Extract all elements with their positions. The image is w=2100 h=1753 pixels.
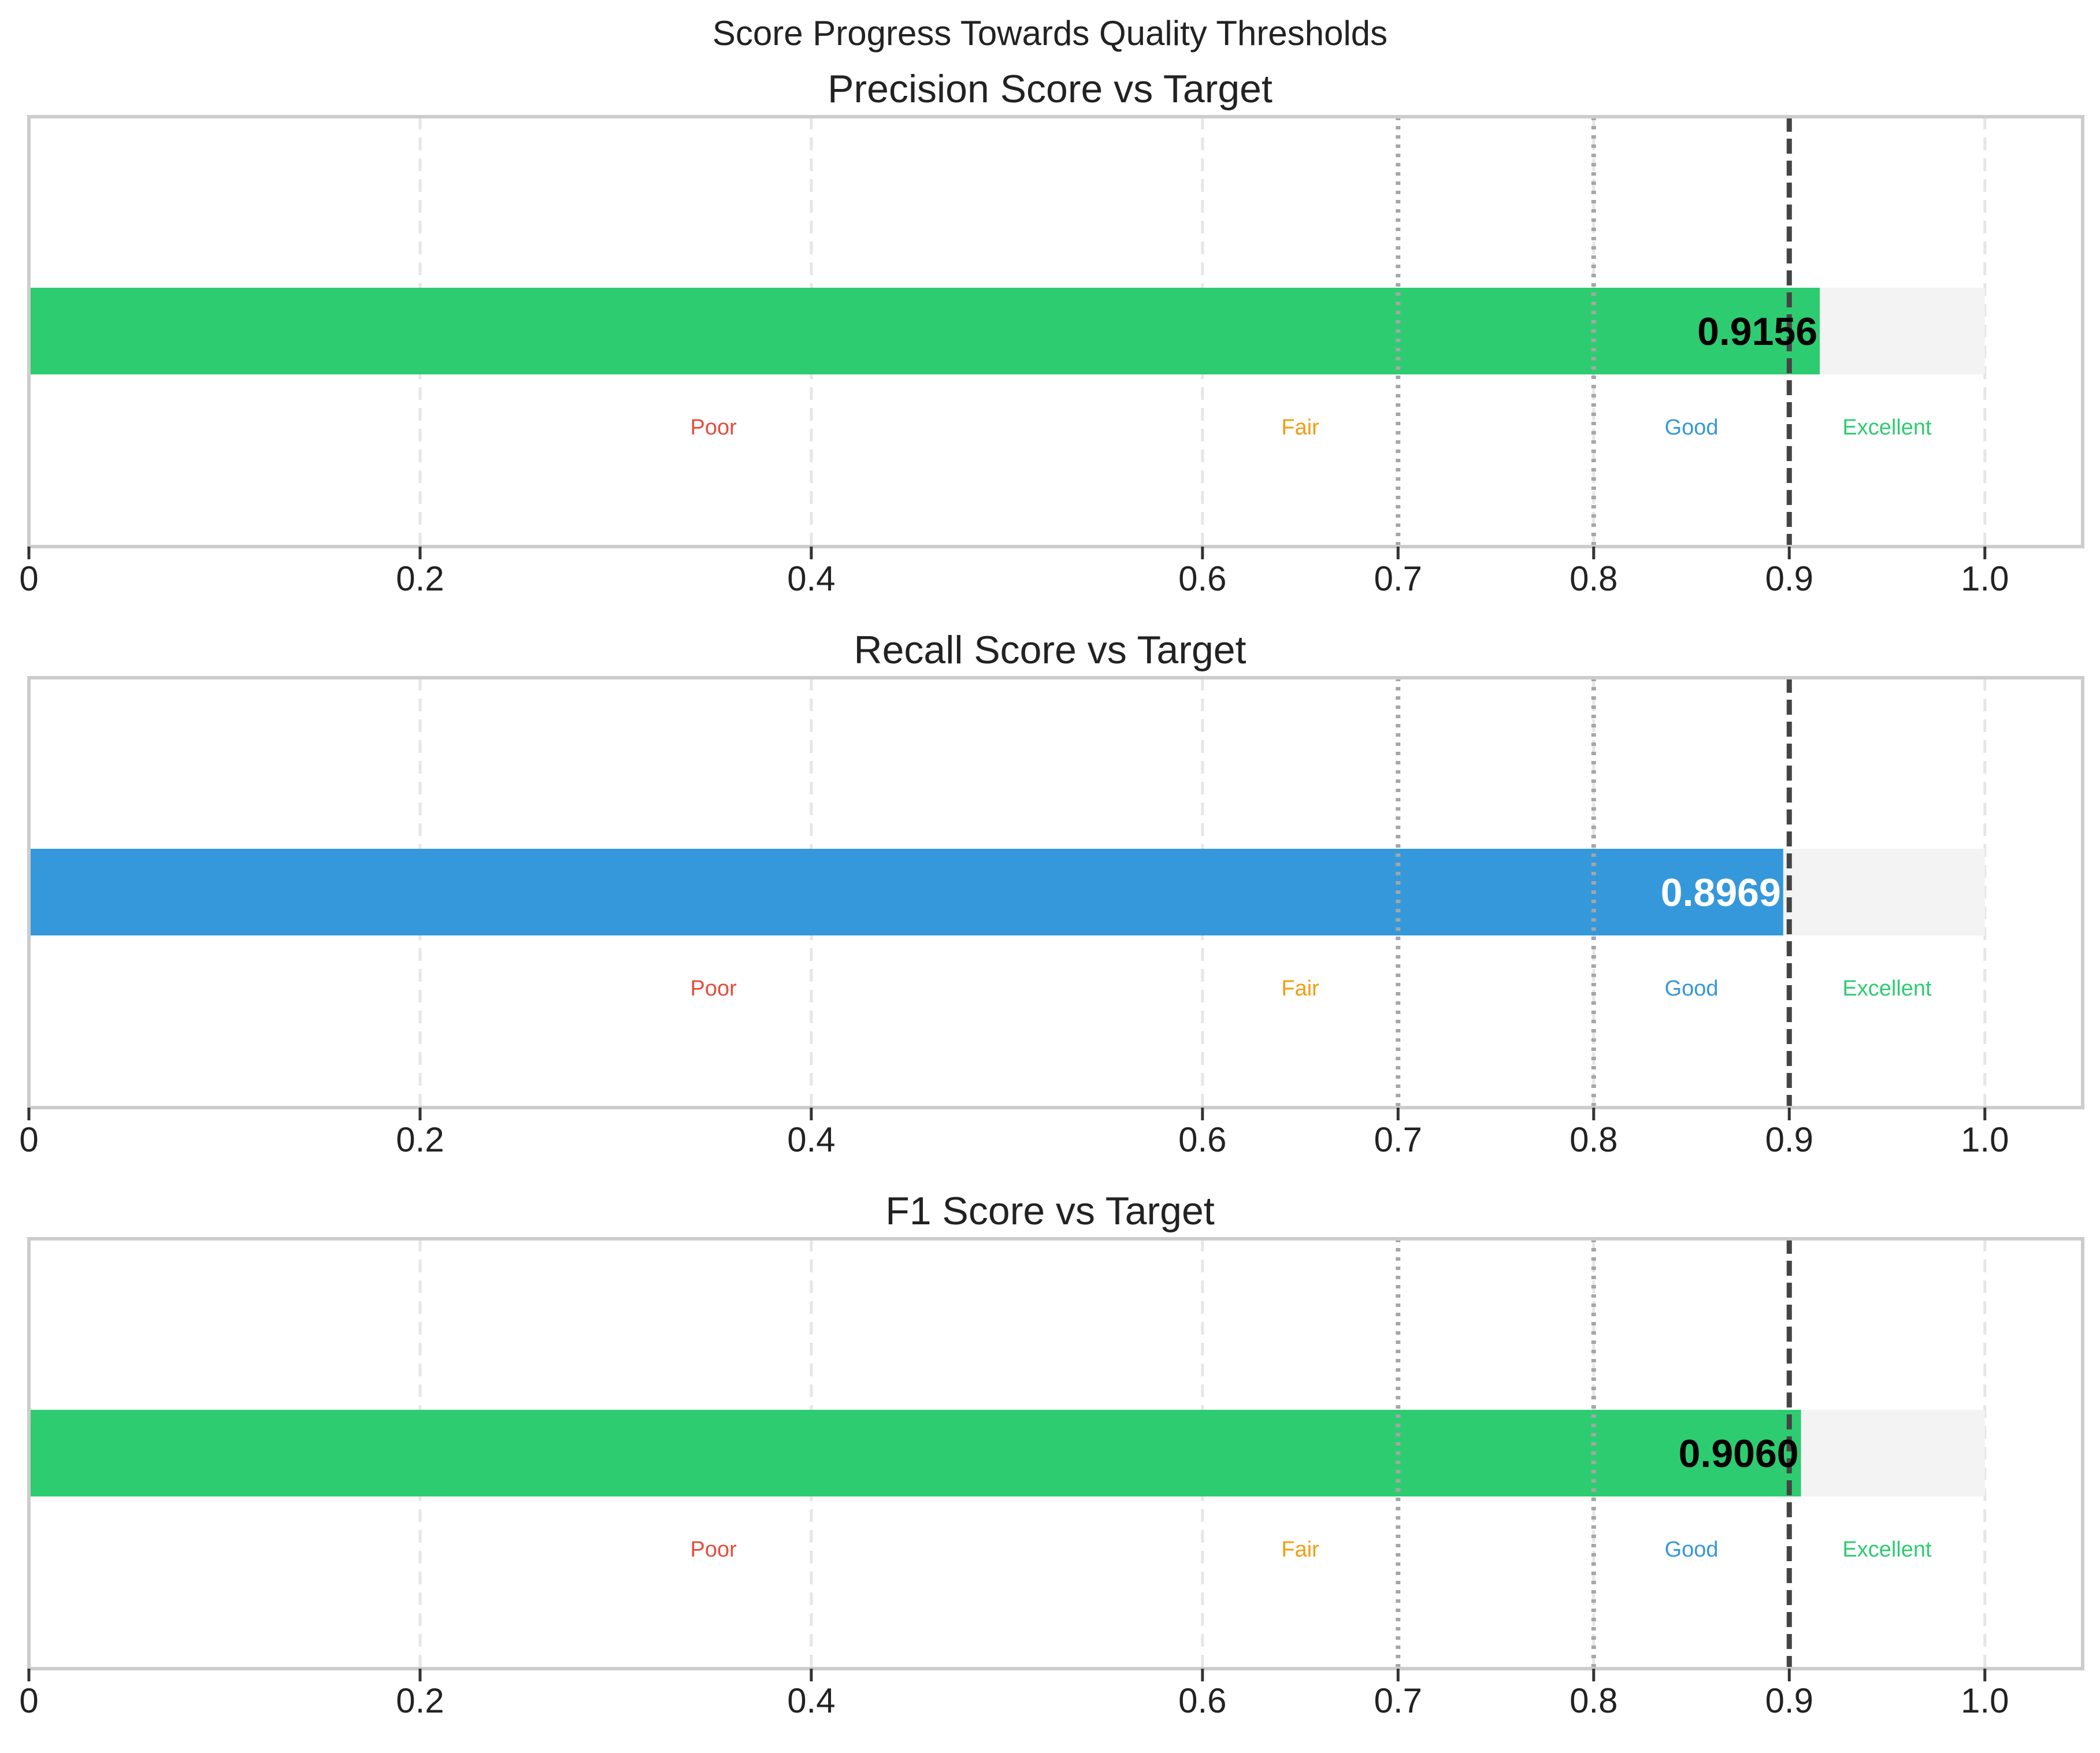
precision-zone-label-good: Good bbox=[1665, 415, 1719, 440]
f1-x-tick-label-3: 0.6 bbox=[1178, 1681, 1226, 1720]
f1-panel: F1 Score vs Target 0.9060 Poor Fair Good Exc… bbox=[0, 1186, 2100, 1747]
recall-axes-frame bbox=[27, 676, 2084, 1109]
recall-x-tick-label-1: 0.2 bbox=[396, 1120, 444, 1159]
precision-x-tick-label-7: 1.0 bbox=[1961, 559, 2009, 598]
recall-zone-label-good: Good bbox=[1665, 976, 1719, 1001]
recall-chart: 0.8969 Poor Fair Good Excellent 0 0.2 0.4 0.6 0.7… bbox=[19, 676, 2084, 1159]
f1-axes-frame bbox=[27, 1237, 2084, 1670]
f1-x-tick-label-0: 0 bbox=[19, 1681, 38, 1720]
recall-value-bar bbox=[29, 849, 1783, 935]
figure-title: Score Progress Towards Quality Threshold… bbox=[712, 14, 1388, 53]
recall-zone-label-fair: Fair bbox=[1281, 976, 1319, 1001]
f1-chart: 0.9060 Poor Fair Good Excellent 0 0.2 0.4 0.6 0.7… bbox=[19, 1237, 2084, 1720]
f1-x-tick-label-4: 0.7 bbox=[1374, 1681, 1422, 1720]
precision-x-tick-label-4: 0.7 bbox=[1374, 559, 1422, 598]
f1-zone-label-good: Good bbox=[1665, 1537, 1719, 1562]
precision-x-tick-label-1: 0.2 bbox=[396, 559, 444, 598]
precision-zone-label-excellent: Excellent bbox=[1842, 415, 1932, 440]
recall-x-tick-label-0: 0 bbox=[19, 1120, 38, 1159]
precision-chart: 0.9156 Poor Fair Good Excellent 0 0.2 0.4 0.6 0.7… bbox=[19, 115, 2084, 598]
f1-x-tick-label-2: 0.4 bbox=[787, 1681, 835, 1720]
recall-value-label: 0.8969 bbox=[1661, 871, 1781, 915]
f1-zone-label-fair: Fair bbox=[1281, 1537, 1319, 1562]
recall-x-tick-label-7: 1.0 bbox=[1961, 1120, 2009, 1159]
precision-value-bar bbox=[29, 288, 1820, 374]
precision-x-tick-label-5: 0.8 bbox=[1570, 559, 1617, 598]
recall-panel: Recall Score vs Target 0.8969 Poor Fair Goo… bbox=[0, 625, 2100, 1186]
precision-zone-label-poor: Poor bbox=[691, 415, 737, 440]
precision-x-tick-label-2: 0.4 bbox=[787, 559, 835, 598]
f1-x-tick-label-6: 0.9 bbox=[1765, 1681, 1813, 1720]
precision-panel-title: Precision Score vs Target bbox=[828, 67, 1272, 111]
f1-value-label: 0.9060 bbox=[1679, 1432, 1799, 1476]
recall-x-tick-label-3: 0.6 bbox=[1178, 1120, 1226, 1159]
precision-x-tick-label-6: 0.9 bbox=[1765, 559, 1813, 598]
f1-x-tick-label-1: 0.2 bbox=[396, 1681, 444, 1720]
recall-x-tick-label-4: 0.7 bbox=[1374, 1120, 1422, 1159]
f1-x-tick-label-5: 0.8 bbox=[1570, 1681, 1617, 1720]
f1-zone-label-poor: Poor bbox=[691, 1537, 737, 1562]
precision-x-tick-label-0: 0 bbox=[19, 559, 38, 598]
precision-axes-frame bbox=[27, 115, 2084, 548]
recall-zone-label-poor: Poor bbox=[691, 976, 737, 1001]
recall-panel-title: Recall Score vs Target bbox=[854, 628, 1246, 672]
precision-value-label: 0.9156 bbox=[1697, 310, 1817, 354]
f1-panel-title: F1 Score vs Target bbox=[885, 1189, 1215, 1233]
precision-panel: Precision Score vs Target 0.9156 Poor Fair… bbox=[0, 64, 2100, 625]
recall-x-tick-label-6: 0.9 bbox=[1765, 1120, 1813, 1159]
recall-x-tick-label-5: 0.8 bbox=[1570, 1120, 1617, 1159]
precision-x-tick-label-3: 0.6 bbox=[1178, 559, 1226, 598]
f1-value-bar bbox=[29, 1410, 1801, 1496]
recall-x-tick-label-2: 0.4 bbox=[787, 1120, 835, 1159]
recall-zone-label-excellent: Excellent bbox=[1842, 976, 1932, 1001]
precision-zone-label-fair: Fair bbox=[1281, 415, 1319, 440]
f1-x-tick-label-7: 1.0 bbox=[1961, 1681, 2009, 1720]
f1-zone-label-excellent: Excellent bbox=[1842, 1537, 1932, 1562]
